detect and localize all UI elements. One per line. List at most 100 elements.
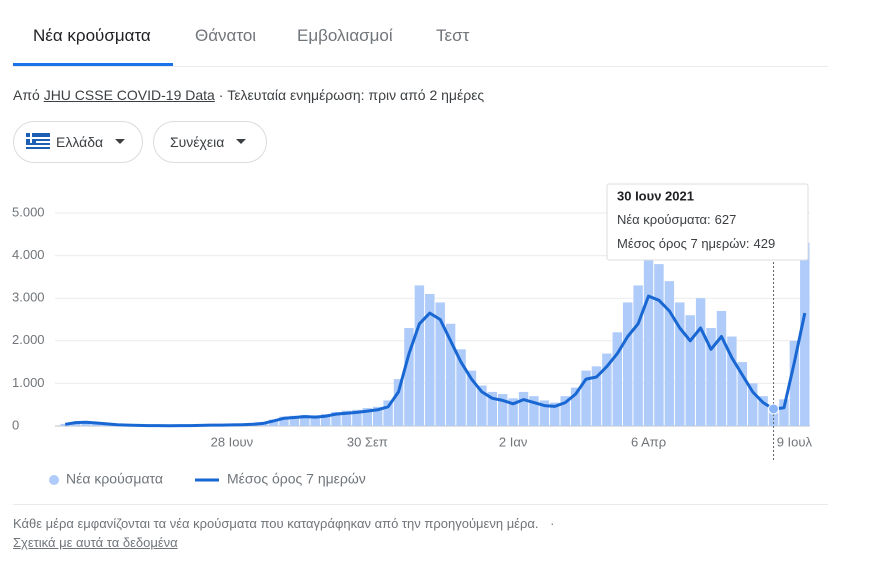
y-tick-label: 2.000	[12, 332, 45, 347]
bar	[654, 264, 664, 426]
country-label: Ελλάδα	[56, 134, 104, 150]
bar	[487, 391, 497, 426]
tab[interactable]: Εμβολιασμοί	[297, 26, 393, 45]
bar	[779, 399, 789, 426]
tooltip-date: 30 Ιουν 2021	[617, 188, 694, 203]
tab[interactable]: Θάνατοι	[195, 26, 257, 45]
tooltip-label: Μέσος όρος 7 ημερών:	[617, 236, 750, 251]
bar	[352, 409, 362, 426]
tab[interactable]: Νέα κρούσματα	[33, 26, 151, 45]
bar	[300, 414, 310, 426]
tooltip-row: Μέσος όρος 7 ημερών: 429	[617, 236, 775, 251]
bar	[362, 408, 372, 426]
bar	[466, 370, 477, 426]
bar	[508, 398, 518, 426]
footer-note-line: Κάθε μέρα εμφανίζονται τα νέα κρούσματα …	[13, 516, 554, 531]
tab[interactable]: Τεστ	[436, 26, 470, 45]
bar	[748, 383, 758, 426]
tooltip-label: Νέα κρούσματα:	[617, 212, 711, 227]
bar	[404, 328, 414, 426]
bar	[60, 423, 70, 426]
bar	[675, 302, 685, 426]
country-button[interactable]: Ελλάδα	[13, 121, 143, 163]
y-tick-label: 5.000	[12, 204, 45, 219]
bar	[612, 332, 622, 426]
divider	[13, 66, 828, 67]
footer-link[interactable]: Σχετικά με αυτά τα δεδομένα	[13, 535, 178, 550]
bar	[310, 415, 320, 426]
tab-indicator	[13, 63, 173, 66]
tooltip-box	[606, 183, 809, 261]
y-tick-label: 4.000	[12, 247, 45, 262]
bar	[570, 387, 581, 426]
bar	[602, 353, 612, 426]
bar	[373, 406, 383, 426]
x-tick-label: 28 Ιουν	[211, 434, 254, 449]
bar	[643, 242, 654, 426]
bar	[435, 302, 445, 426]
bar	[498, 394, 508, 426]
bar	[560, 396, 570, 426]
bar	[758, 396, 768, 426]
bar	[800, 242, 810, 426]
bar	[664, 281, 675, 426]
chart: 0 1.000 2.000 3.000 4.000 5.000 28 Ιουν 30 Σεπ 2…	[12, 183, 813, 487]
bar	[414, 285, 425, 426]
source-suffix: · Τελευταία ενημέρωση: πριν από 2 ημέρες	[218, 87, 485, 103]
bar	[633, 285, 643, 426]
bar	[445, 323, 456, 426]
bar	[623, 302, 633, 426]
hover-dot	[768, 403, 780, 415]
tooltip-row: Νέα κρούσματα: 627	[617, 212, 736, 227]
bar	[789, 340, 800, 426]
x-tick-label: 30 Σεπ	[347, 434, 388, 449]
bar	[685, 315, 695, 426]
y-tick-label: 1.000	[12, 375, 45, 390]
bar	[268, 419, 279, 426]
x-tick-label: 6 Απρ	[631, 434, 666, 449]
bar	[456, 349, 466, 426]
bar	[341, 410, 352, 426]
bar	[695, 298, 706, 426]
source-line: Από JHU CSSE COVID-19 Data · Τελευταία ε…	[13, 87, 484, 103]
bar	[81, 421, 91, 426]
bar	[737, 362, 747, 426]
tooltip-value: 627	[715, 212, 737, 227]
x-tick-label: 9 Ιουλ	[777, 434, 813, 449]
divider	[13, 504, 828, 505]
bar	[289, 415, 300, 426]
bar	[383, 400, 393, 426]
bar	[581, 370, 591, 426]
legend-label: Νέα κρούσματα	[66, 471, 163, 487]
bar	[529, 396, 539, 426]
bar	[716, 310, 727, 426]
more-label: Συνέχεια	[170, 134, 225, 150]
legend-label: Μέσος όρος 7 ημερών	[227, 471, 366, 487]
footer-separator: ·	[550, 516, 555, 531]
y-tick-label: 0	[12, 417, 19, 432]
bar	[279, 416, 289, 426]
dropdown-arrow	[236, 139, 247, 144]
tooltip-value: 429	[754, 236, 776, 251]
bar	[518, 391, 529, 426]
bar	[477, 385, 487, 426]
bar	[591, 366, 602, 426]
source-prefix: Από	[13, 87, 40, 103]
bar	[393, 379, 404, 426]
bar	[320, 414, 331, 426]
bar	[550, 402, 560, 426]
more-button[interactable]: Συνέχεια	[153, 121, 267, 163]
bar	[425, 293, 435, 426]
source-link[interactable]: JHU CSSE COVID-19 Data	[43, 87, 215, 103]
average-line	[64, 294, 807, 428]
y-tick-label: 3.000	[12, 290, 45, 305]
bar	[727, 336, 737, 426]
x-tick-label: 2 Ιαν	[499, 434, 527, 449]
bar	[331, 411, 341, 426]
flag	[26, 133, 50, 151]
dropdown-arrow	[115, 139, 126, 144]
footer-note: Κάθε μέρα εμφανίζονται τα νέα κρούσματα …	[13, 516, 539, 531]
bar	[539, 400, 550, 426]
bar	[706, 328, 716, 426]
